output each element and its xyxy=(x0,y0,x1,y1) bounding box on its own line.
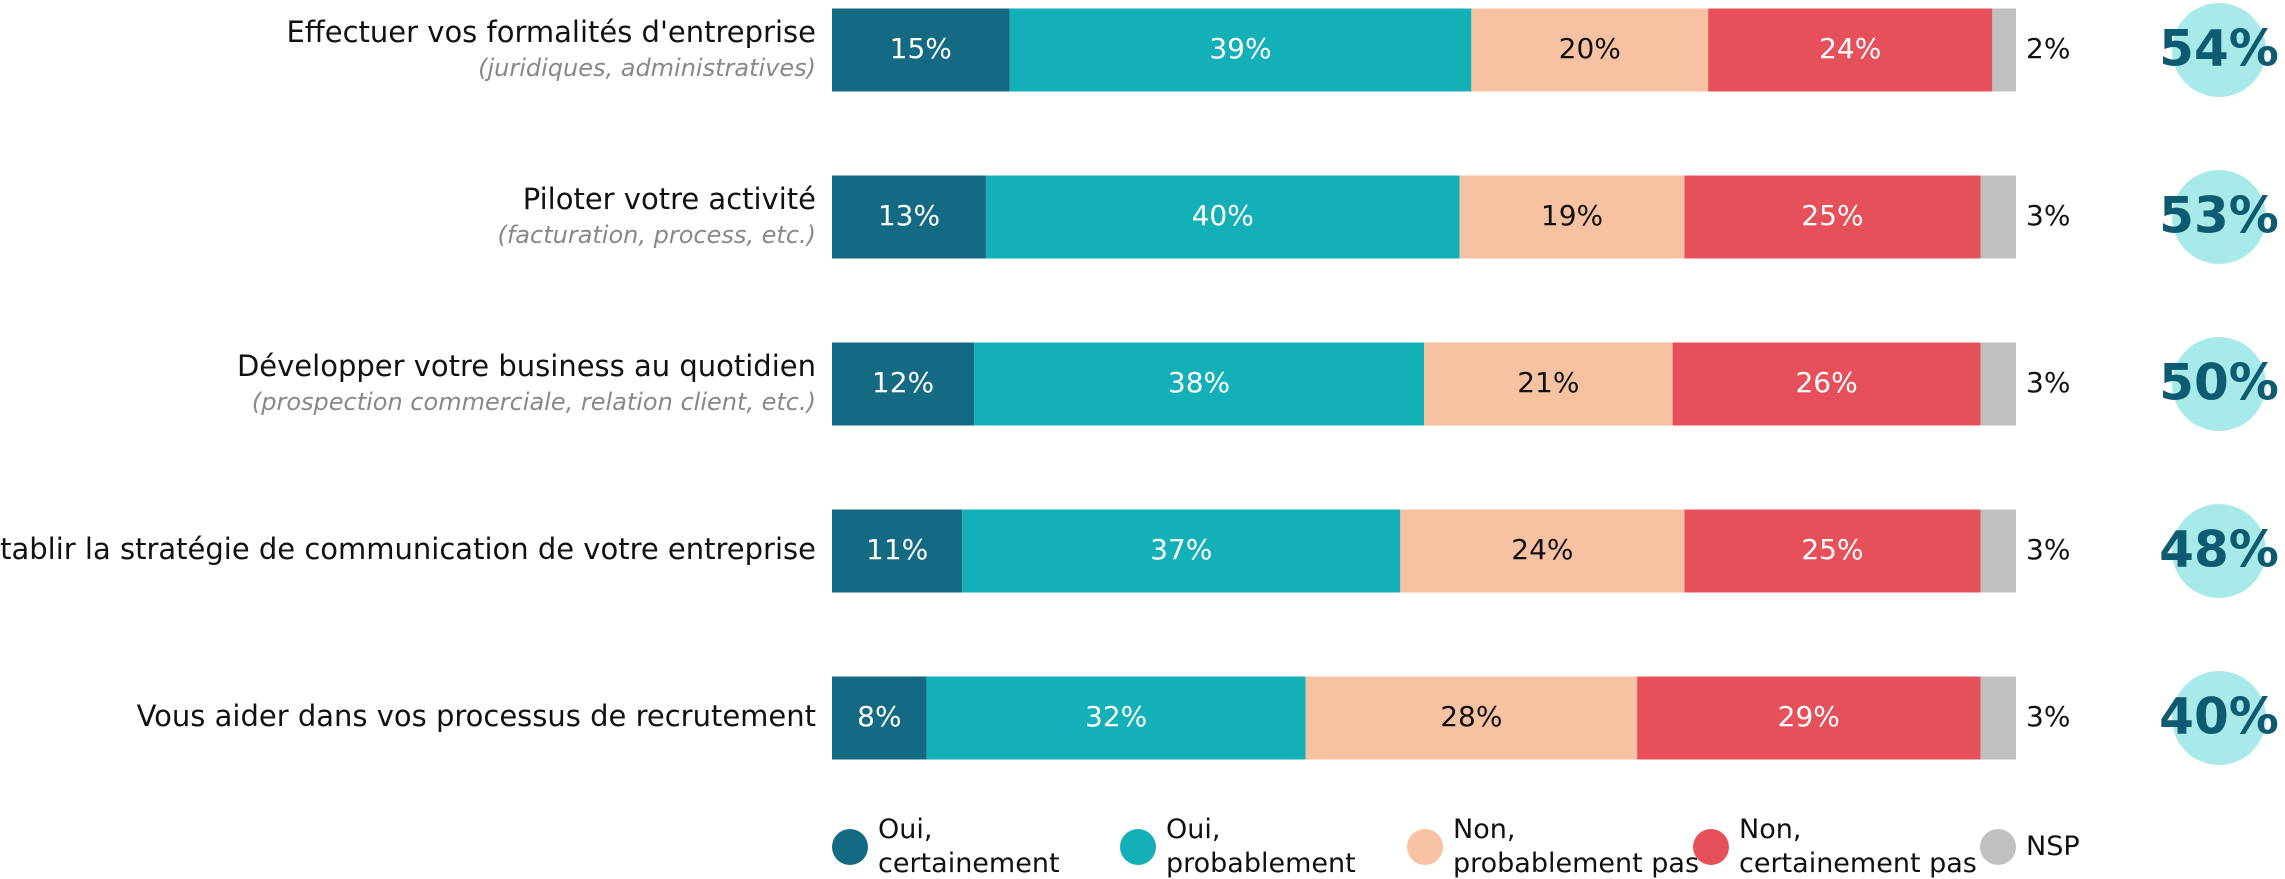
category-label: Développer votre business au quotidien xyxy=(237,349,816,383)
total-circle xyxy=(2172,337,2266,431)
total-label: 53% xyxy=(2159,187,2279,245)
legend-label: Non, certainement pas xyxy=(1739,814,1977,879)
legend-label: Oui, certainement xyxy=(878,814,1060,879)
value-label: 38% xyxy=(1168,366,1230,399)
value-label: 3% xyxy=(2026,700,2070,733)
bar-segment xyxy=(926,676,1306,760)
total-circle xyxy=(2172,504,2266,598)
bar-segment xyxy=(1471,8,1709,92)
bar-segment xyxy=(1992,8,2016,92)
bar-segment xyxy=(1459,175,1685,259)
value-label: 39% xyxy=(1209,32,1271,65)
category-note: (facturation, process, etc.) xyxy=(497,221,816,249)
legend-label: NSP xyxy=(2026,831,2080,862)
bar-segment xyxy=(1684,509,1981,593)
bar-segment xyxy=(832,175,986,259)
total-circle xyxy=(2172,671,2266,765)
value-label: 26% xyxy=(1795,366,1857,399)
category-label: Effectuer vos formalités d'entreprise xyxy=(286,15,816,49)
total-label: 50% xyxy=(2159,354,2279,412)
bar-segment xyxy=(1009,8,1472,92)
bar-segment xyxy=(832,509,963,593)
category-label: Etablir la stratégie de communication de… xyxy=(0,532,816,566)
value-label: 37% xyxy=(1150,533,1212,566)
bar-segment xyxy=(832,342,975,426)
bar-segment xyxy=(1672,342,1981,426)
value-label: 25% xyxy=(1801,199,1863,232)
legend-swatch xyxy=(1980,829,2016,865)
total-label: 48% xyxy=(2159,521,2279,579)
category-note: (juridiques, administratives) xyxy=(478,54,816,82)
bar-segment xyxy=(974,342,1424,426)
value-label: 19% xyxy=(1541,199,1603,232)
legend-swatch xyxy=(832,829,868,865)
legend-swatch xyxy=(1120,829,1156,865)
bar-segment xyxy=(1637,676,1981,760)
value-label: 11% xyxy=(866,533,928,566)
total-label: 54% xyxy=(2159,20,2279,78)
value-label: 3% xyxy=(2026,199,2070,232)
bar-segment xyxy=(985,175,1460,259)
value-label: 24% xyxy=(1819,32,1881,65)
value-label: 25% xyxy=(1801,533,1863,566)
value-label: 28% xyxy=(1440,700,1502,733)
value-label: 3% xyxy=(2026,366,2070,399)
bar-segment xyxy=(962,509,1401,593)
total-circle xyxy=(2172,170,2266,264)
value-label: 8% xyxy=(857,700,901,733)
bar-segment xyxy=(1424,342,1673,426)
bar-segment xyxy=(1684,175,1981,259)
value-label: 20% xyxy=(1559,32,1621,65)
value-label: 24% xyxy=(1511,533,1573,566)
value-label: 3% xyxy=(2026,533,2070,566)
legend-label: Oui, probablement xyxy=(1166,814,1356,879)
bar-segment xyxy=(1980,342,2016,426)
value-label: 15% xyxy=(890,32,952,65)
value-label: 13% xyxy=(878,199,940,232)
bar-segment xyxy=(1980,175,2016,259)
legend-label: Non, probablement pas xyxy=(1453,814,1700,879)
category-note: (prospection commerciale, relation clien… xyxy=(252,388,816,416)
value-label: 29% xyxy=(1778,700,1840,733)
bar-segment xyxy=(832,676,927,760)
bar-segment xyxy=(1980,509,2016,593)
category-label: Piloter votre activité xyxy=(523,182,816,216)
value-label: 2% xyxy=(2026,32,2070,65)
bar-segment xyxy=(1708,8,1993,92)
value-label: 21% xyxy=(1517,366,1579,399)
value-label: 12% xyxy=(872,366,934,399)
total-label: 40% xyxy=(2159,688,2279,746)
bar-segment xyxy=(1400,509,1685,593)
bar-segment xyxy=(1305,676,1638,760)
value-label: 32% xyxy=(1085,700,1147,733)
legend-swatch xyxy=(1693,829,1729,865)
bar-segment xyxy=(832,8,1010,92)
value-label: 40% xyxy=(1192,199,1254,232)
bar-segment xyxy=(1980,676,2016,760)
category-label: Vous aider dans vos processus de recrute… xyxy=(137,699,816,733)
total-circle xyxy=(2172,3,2266,97)
legend-swatch xyxy=(1407,829,1443,865)
